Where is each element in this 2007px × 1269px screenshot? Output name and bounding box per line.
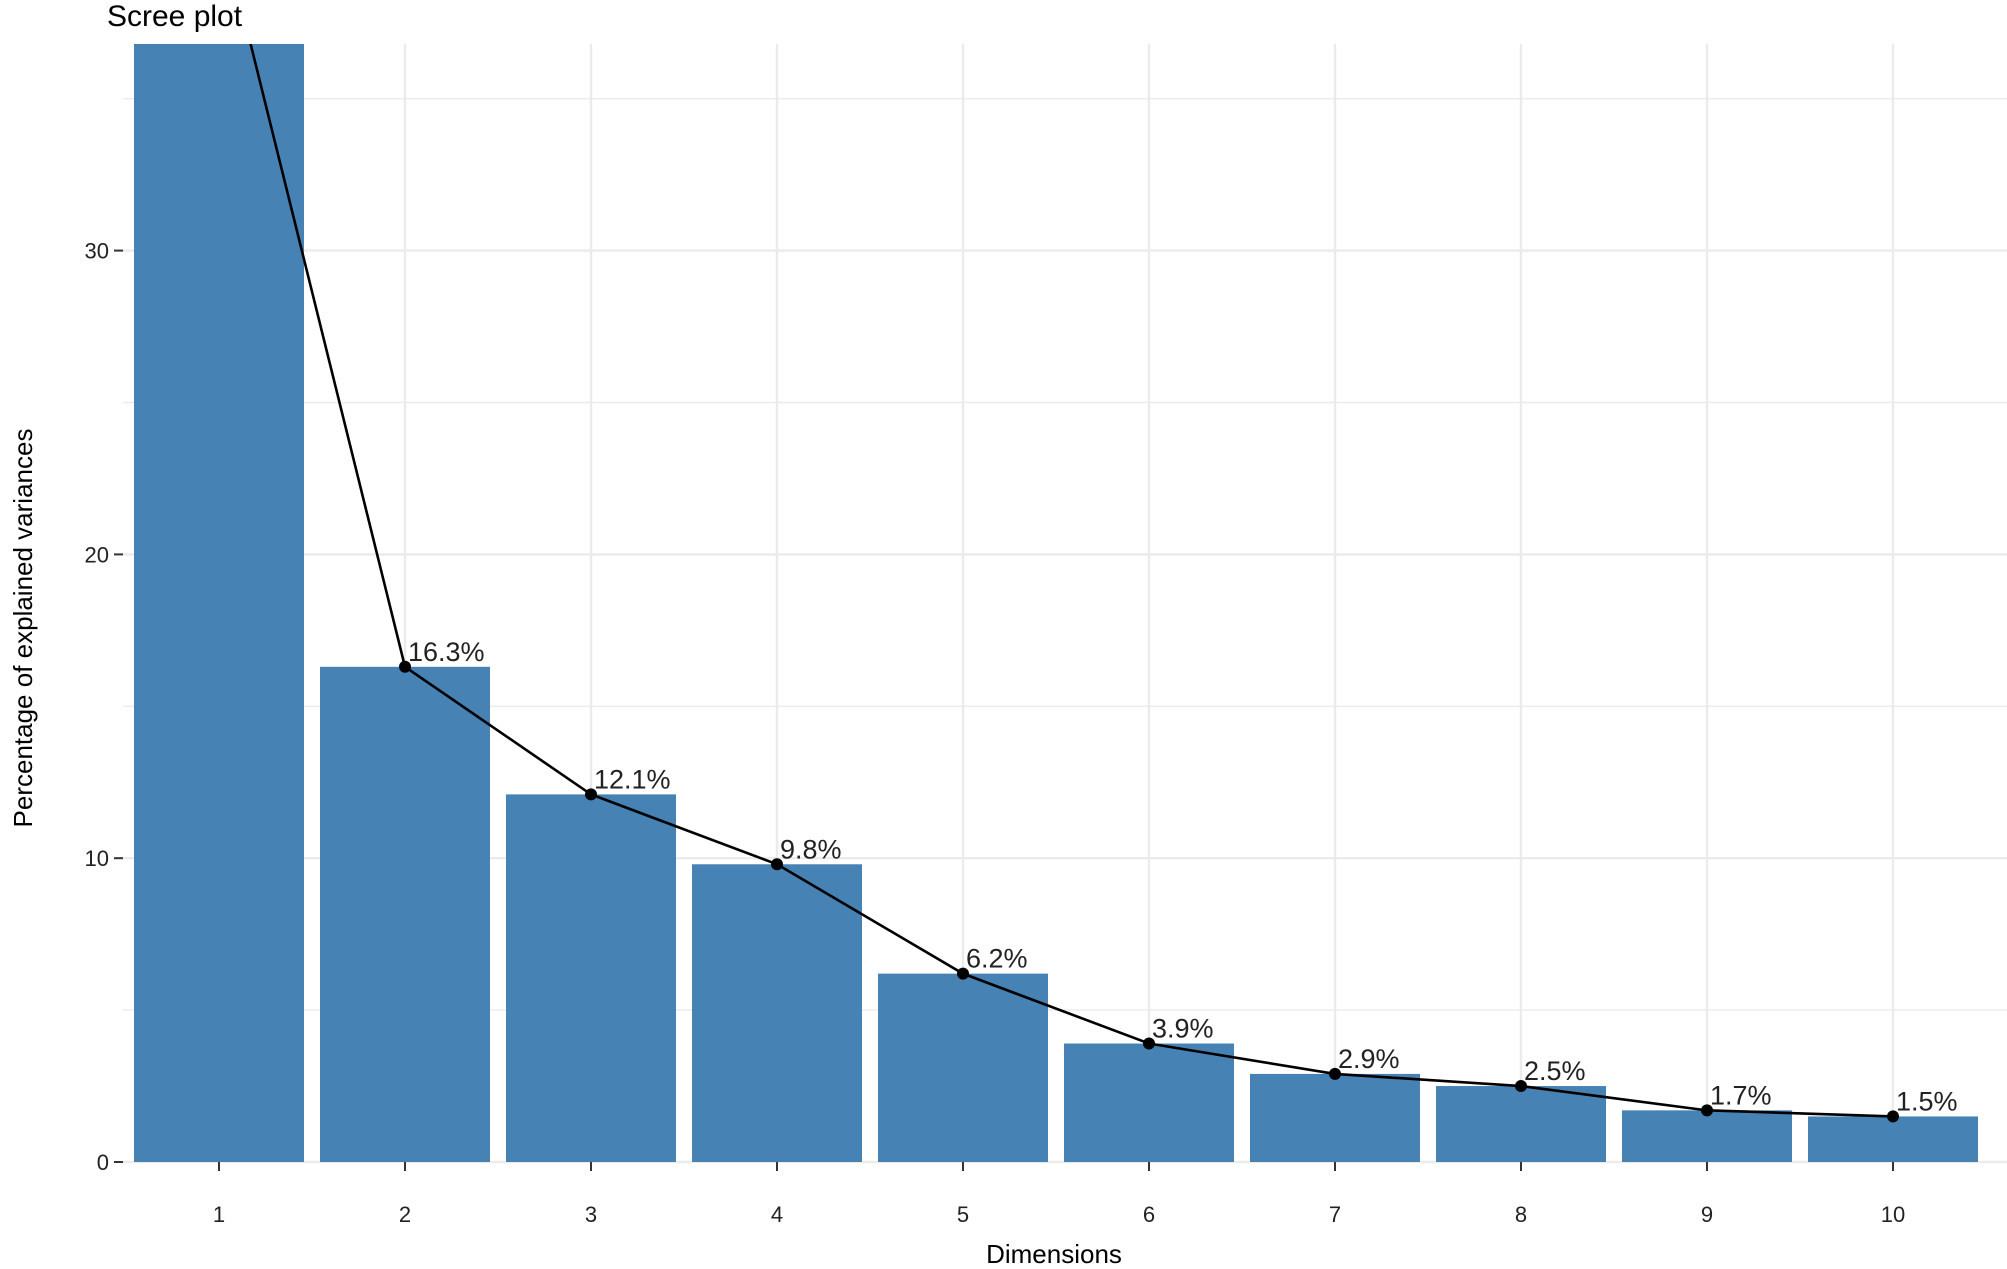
y-tick-label: 30: [85, 239, 109, 264]
data-labels: 16.3% 12.1% 9.8% 6.2% 3.9% 2.9% 2.5% 1.7% 1.5%: [408, 637, 1958, 1117]
y-axis-title: Percentage of explained variances: [8, 429, 38, 828]
data-label-dim-5: 6.2%: [966, 944, 1028, 974]
trend-point-5: [957, 967, 969, 980]
trend-point-2: [399, 660, 411, 673]
x-tick-label: 1: [213, 1202, 225, 1227]
bar-dim-8: [1436, 1086, 1606, 1162]
x-tick-label: 5: [957, 1202, 969, 1227]
bar-dim-3: [506, 794, 676, 1162]
trend-point-10: [1887, 1110, 1899, 1123]
data-label-dim-9: 1.7%: [1710, 1080, 1772, 1110]
bars: [134, 44, 1978, 1162]
x-tick-label: 7: [1329, 1202, 1341, 1227]
data-label-dim-8: 2.5%: [1524, 1056, 1586, 1086]
trend-point-4: [771, 858, 783, 871]
data-label-dim-6: 3.9%: [1152, 1014, 1214, 1044]
trend-point-3: [585, 788, 597, 801]
trend-line-group: [249, 44, 1899, 1123]
data-label-dim-4: 9.8%: [780, 834, 842, 864]
trend-line: [249, 44, 1894, 1118]
bar-dim-10: [1808, 1116, 1978, 1162]
axes: 0 10 20 30 1 2 3 4 5 6 7 8 9 10: [85, 239, 1906, 1227]
data-label-dim-3: 12.1%: [594, 764, 671, 794]
x-tick-label: 3: [585, 1202, 597, 1227]
x-axis-title: Dimensions: [986, 1239, 1122, 1269]
y-tick-label: 10: [85, 846, 109, 871]
y-tick-label: 20: [85, 542, 109, 567]
trend-point-9: [1701, 1104, 1713, 1117]
bar-dim-6: [1064, 1043, 1234, 1162]
data-label-dim-7: 2.9%: [1338, 1044, 1400, 1074]
x-tick-label: 2: [399, 1202, 411, 1227]
x-tick-label: 6: [1143, 1202, 1155, 1227]
trend-point-7: [1329, 1067, 1341, 1080]
bar-dim-2: [320, 666, 490, 1162]
trend-point-6: [1143, 1037, 1155, 1050]
x-tick-label: 10: [1881, 1202, 1905, 1227]
data-label-dim-2: 16.3%: [408, 637, 485, 667]
bar-dim-5: [878, 973, 1048, 1162]
trend-point-8: [1515, 1080, 1527, 1093]
x-tick-label: 4: [771, 1202, 783, 1227]
data-label-dim-10: 1.5%: [1896, 1086, 1958, 1116]
x-tick-label: 9: [1701, 1202, 1713, 1227]
chart-title: Scree plot: [107, 0, 243, 33]
bar-dim-4: [692, 864, 862, 1162]
y-tick-label: 0: [97, 1150, 109, 1175]
bar-dim-7: [1250, 1073, 1420, 1162]
x-tick-label: 8: [1515, 1202, 1527, 1227]
bar-dim-1: [134, 44, 304, 1162]
bar-dim-9: [1622, 1110, 1792, 1162]
